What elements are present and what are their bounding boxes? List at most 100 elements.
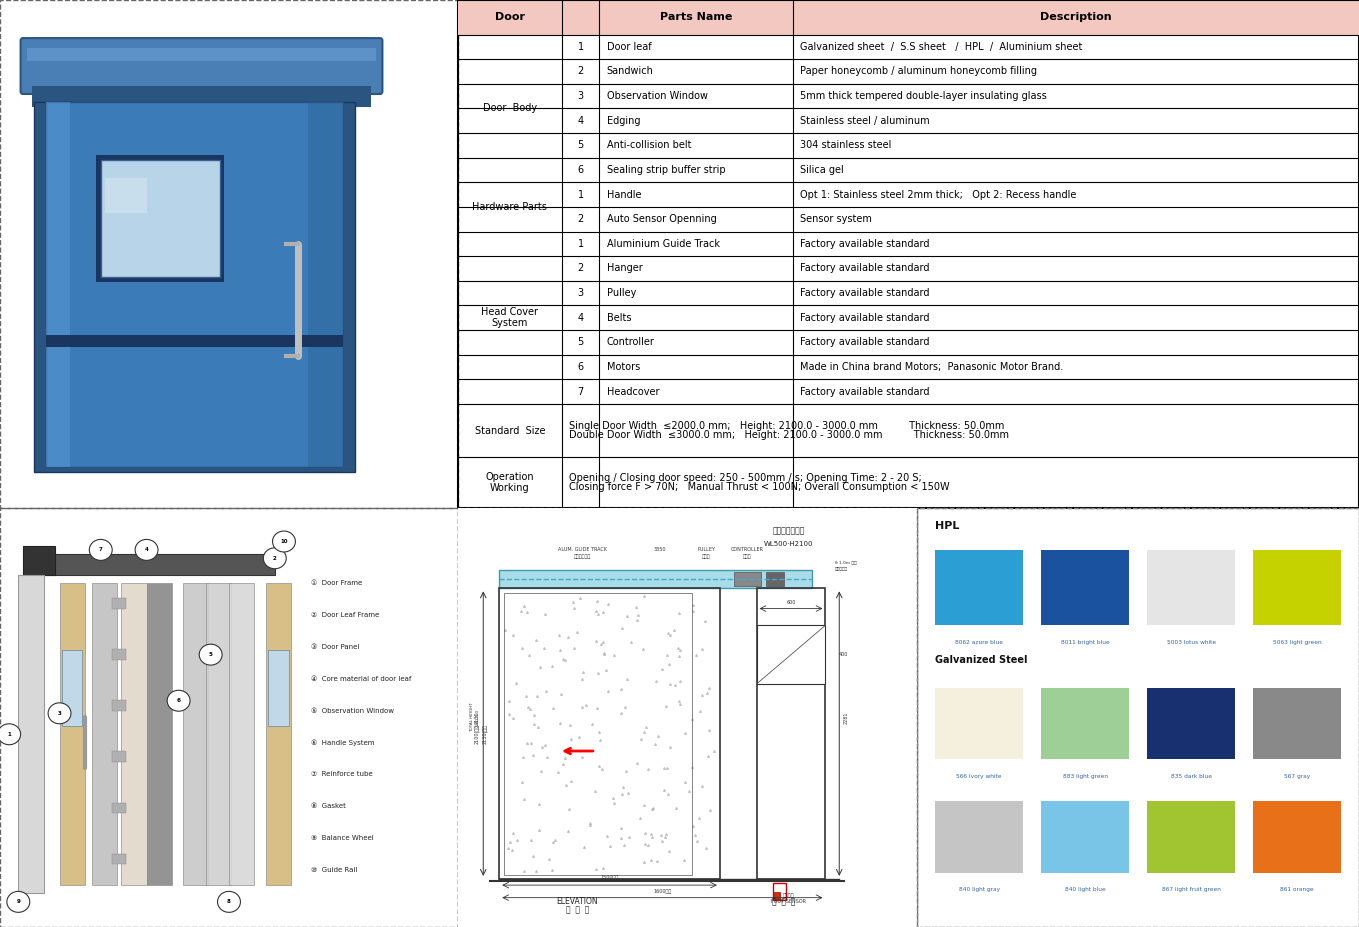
Circle shape (273, 531, 295, 552)
Point (682, 598, 704, 613)
Point (694, 614, 716, 629)
Point (538, 852, 560, 867)
Text: 钢门扇框架: 钢门扇框架 (834, 566, 848, 571)
Circle shape (200, 644, 222, 666)
Bar (773, 883, 787, 900)
Text: 1600门洞: 1600门洞 (654, 889, 671, 894)
Point (587, 666, 609, 680)
Text: 5: 5 (578, 337, 583, 348)
Point (646, 674, 667, 689)
Point (692, 641, 713, 656)
Point (593, 604, 614, 619)
Point (557, 802, 579, 817)
Bar (18, 575, 43, 894)
Point (610, 820, 632, 835)
Point (529, 660, 550, 675)
Text: Hanger: Hanger (606, 263, 643, 273)
Text: 1: 1 (578, 239, 583, 248)
Text: 2281: 2281 (844, 711, 849, 724)
Text: 400: 400 (840, 653, 848, 657)
Point (515, 689, 537, 704)
Circle shape (7, 892, 30, 912)
Point (586, 593, 607, 608)
Bar (121, 583, 147, 885)
Text: 5063 light green: 5063 light green (1273, 640, 1321, 645)
Text: ⑨  Balance Wheel: ⑨ Balance Wheel (311, 835, 374, 841)
Text: δ 1.0m 不锈: δ 1.0m 不锈 (834, 561, 856, 565)
Point (659, 739, 681, 754)
Point (674, 726, 696, 741)
Point (703, 743, 724, 758)
Text: 9: 9 (16, 899, 20, 905)
Bar (113, 700, 126, 711)
Point (654, 760, 675, 775)
Point (699, 803, 720, 818)
Point (651, 833, 673, 848)
Bar (113, 803, 126, 813)
Point (631, 731, 652, 746)
Point (512, 599, 534, 614)
Point (501, 628, 523, 642)
Point (617, 609, 639, 624)
Bar (1147, 688, 1235, 759)
Point (655, 827, 677, 842)
Text: Galvanized sheet  /  S.S sheet   /  HPL  /  Aluminium sheet: Galvanized sheet / S.S sheet / HPL / Alu… (800, 42, 1083, 52)
Text: 8: 8 (227, 899, 231, 905)
Point (588, 724, 610, 739)
Text: 控制器: 控制器 (743, 553, 752, 559)
Text: Hardware Parts: Hardware Parts (473, 202, 548, 212)
Point (497, 706, 519, 721)
Text: Head Cover
System: Head Cover System (481, 307, 538, 328)
Text: 1500门洞: 1500门洞 (601, 875, 618, 881)
Text: 566 Ivory white: 566 Ivory white (957, 774, 1002, 779)
Bar (1253, 801, 1341, 872)
Bar (113, 752, 126, 762)
Point (511, 603, 533, 618)
Point (557, 824, 579, 839)
Text: 840 light blue: 840 light blue (1065, 887, 1105, 892)
Text: Stainless steel / aluminum: Stainless steel / aluminum (800, 116, 930, 126)
Bar (935, 688, 1023, 759)
Text: Handle: Handle (606, 190, 641, 199)
Point (572, 665, 594, 679)
Point (682, 603, 704, 618)
Point (554, 751, 576, 766)
Point (629, 811, 651, 826)
Text: 1: 1 (578, 42, 583, 52)
Point (626, 613, 648, 628)
Text: 867 light fruit green: 867 light fruit green (1162, 887, 1220, 892)
Point (569, 591, 591, 606)
Point (640, 853, 662, 868)
Bar (91, 583, 117, 885)
Point (550, 687, 572, 702)
Point (641, 802, 663, 817)
Point (613, 837, 635, 852)
Point (697, 722, 719, 737)
Bar (228, 583, 254, 885)
Point (523, 848, 545, 863)
Text: 2: 2 (273, 556, 277, 561)
Text: Door: Door (495, 12, 525, 22)
Point (507, 832, 529, 847)
Text: Description: Description (1040, 12, 1112, 22)
Point (506, 675, 527, 690)
Bar (101, 160, 220, 277)
Text: 6: 6 (177, 698, 181, 704)
Circle shape (48, 703, 71, 724)
Point (626, 756, 648, 770)
Text: 861 orange: 861 orange (1280, 887, 1314, 892)
Bar (765, 572, 784, 587)
Text: 3350: 3350 (654, 548, 666, 552)
Point (697, 749, 719, 764)
Text: 8062 azure blue: 8062 azure blue (955, 640, 1003, 645)
Point (591, 762, 613, 777)
Point (530, 764, 552, 779)
Text: 304 stainless steel: 304 stainless steel (800, 140, 892, 150)
Point (501, 843, 523, 857)
Point (559, 717, 580, 732)
Text: 2281.5.0: 2281.5.0 (476, 708, 480, 727)
Point (542, 834, 564, 849)
Bar (113, 598, 126, 608)
Point (553, 756, 575, 771)
Text: ELEVATION: ELEVATION (557, 897, 598, 907)
